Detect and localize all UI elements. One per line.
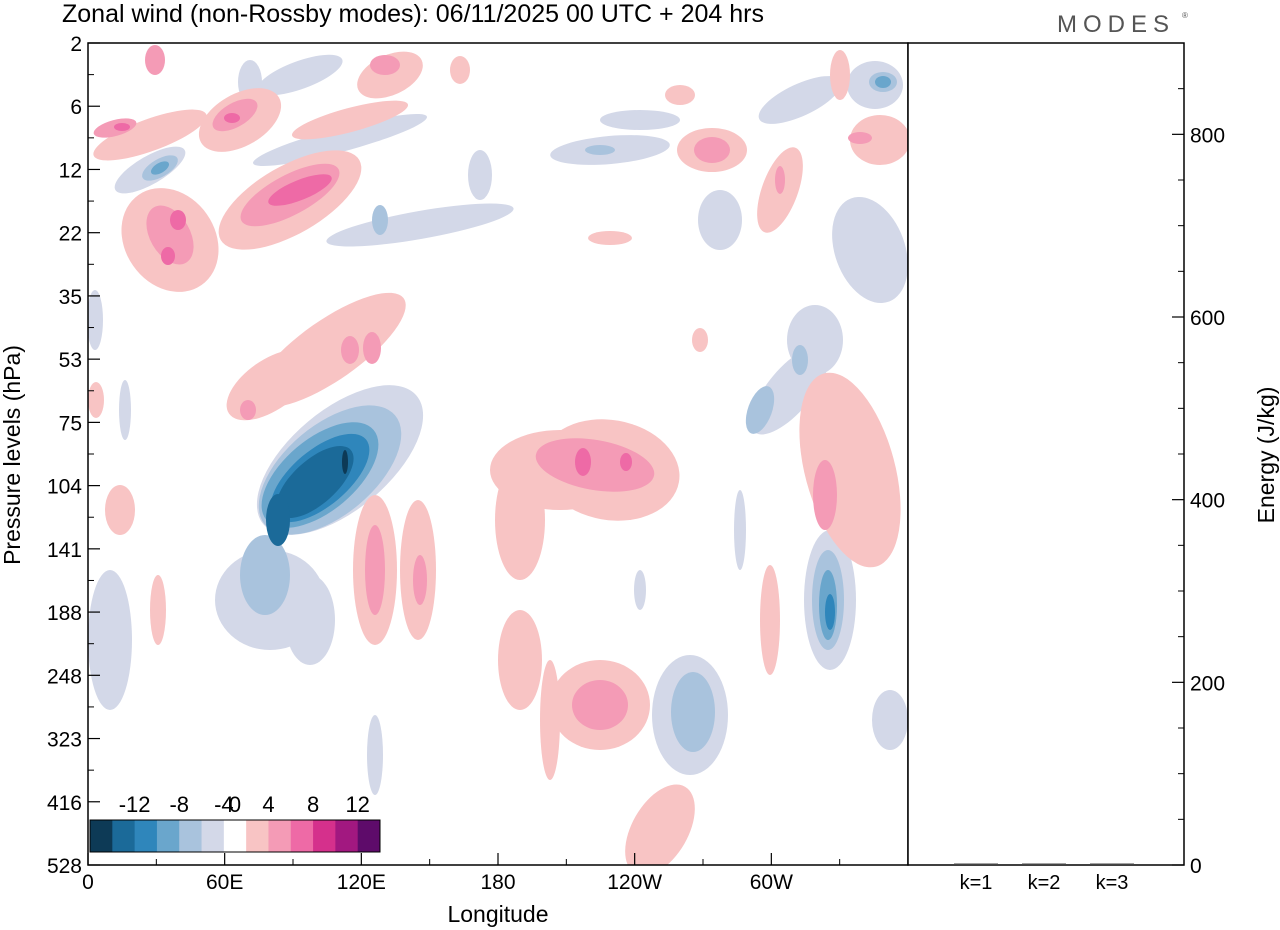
y-tick-label: 141 bbox=[47, 539, 82, 562]
colorbar-swatch bbox=[246, 820, 269, 852]
y-tick-label: 75 bbox=[59, 412, 82, 435]
energy-category-label: k=2 bbox=[1028, 872, 1061, 894]
energy-tick-label: 600 bbox=[1190, 307, 1225, 330]
y-tick-label: 528 bbox=[47, 855, 82, 878]
colorbar-swatch bbox=[179, 820, 203, 852]
energy-tick-label: 800 bbox=[1190, 124, 1225, 147]
x-axis-label: Longitude bbox=[447, 901, 548, 927]
y-tick-label: 53 bbox=[59, 349, 82, 372]
y-tick-label: 416 bbox=[47, 792, 82, 815]
energy-tick-label: 200 bbox=[1190, 672, 1225, 695]
y-tick-label: 248 bbox=[47, 665, 82, 688]
y-tick-label: 35 bbox=[59, 286, 82, 309]
pressure-axis: 2 6 12 22 35 53 75 104 141 188 248 323 416 528 bbox=[47, 33, 100, 878]
colorbar-swatch bbox=[134, 820, 158, 852]
y-tick-label: 323 bbox=[47, 729, 82, 752]
x-tick-label: 120E bbox=[337, 871, 386, 894]
x-tick-label: 60W bbox=[750, 871, 793, 894]
y-tick-label: 2 bbox=[70, 33, 82, 56]
energy-bar bbox=[1022, 863, 1066, 865]
colorbar-swatch bbox=[156, 820, 180, 852]
y-tick-label: 6 bbox=[70, 96, 82, 119]
energy-axis: 0 200 400 600 800 bbox=[1172, 88, 1225, 878]
colorbar-swatch bbox=[112, 820, 136, 852]
colorbar-swatch bbox=[268, 820, 292, 852]
heatmap-field bbox=[88, 45, 908, 865]
y-tick-label: 104 bbox=[47, 476, 82, 499]
colorbar-swatch bbox=[201, 820, 225, 852]
chart-title: Zonal wind (non-Rossby modes): 06/11/202… bbox=[62, 0, 764, 28]
x-tick-label: 120W bbox=[607, 871, 662, 894]
colorbar-label: -12 bbox=[119, 792, 151, 817]
colorbar-label: -8 bbox=[169, 792, 189, 817]
energy-axis-label: Energy (J/kg) bbox=[1253, 387, 1279, 524]
colorbar-swatch bbox=[223, 820, 247, 852]
y-axis-label: Pressure levels (hPa) bbox=[0, 345, 25, 565]
colorbar-label: 0 bbox=[229, 792, 241, 817]
colorbar-swatch bbox=[290, 820, 314, 852]
x-tick-label: 0 bbox=[82, 871, 94, 894]
colorbar-swatch bbox=[313, 820, 336, 852]
energy-category-label: k=1 bbox=[960, 872, 993, 894]
colorbar-swatch bbox=[357, 820, 381, 852]
energy-bar bbox=[1090, 863, 1134, 865]
energy-bar bbox=[954, 863, 998, 865]
y-tick-label: 188 bbox=[47, 602, 82, 625]
colorbar-label: 4 bbox=[262, 792, 274, 817]
energy-tick-label: 400 bbox=[1190, 490, 1225, 513]
modes-logo: MODES bbox=[1057, 11, 1175, 38]
energy-panel bbox=[907, 42, 1185, 866]
y-tick-label: 22 bbox=[59, 223, 82, 246]
colorbar: -12 -8 -40 4 8 12 bbox=[89, 792, 381, 853]
x-tick-label: 180 bbox=[480, 871, 515, 894]
logo-registered-mark: ® bbox=[1182, 11, 1188, 20]
energy-bars: k=1 k=2 k=3 bbox=[954, 863, 1134, 894]
colorbar-label: 8 bbox=[307, 792, 319, 817]
y-tick-label: 12 bbox=[59, 159, 82, 182]
colorbar-swatch bbox=[90, 820, 113, 852]
colorbar-swatch bbox=[335, 820, 359, 852]
energy-category-label: k=3 bbox=[1096, 872, 1129, 894]
colorbar-label: 12 bbox=[345, 792, 369, 817]
x-tick-label: 60E bbox=[206, 871, 243, 894]
colorbar-label: -4 bbox=[214, 792, 234, 817]
longitude-axis: 0 60E 120E 180 120W 60W bbox=[82, 853, 841, 894]
energy-tick-label: 0 bbox=[1190, 855, 1202, 878]
colorbar-frame bbox=[89, 819, 381, 853]
